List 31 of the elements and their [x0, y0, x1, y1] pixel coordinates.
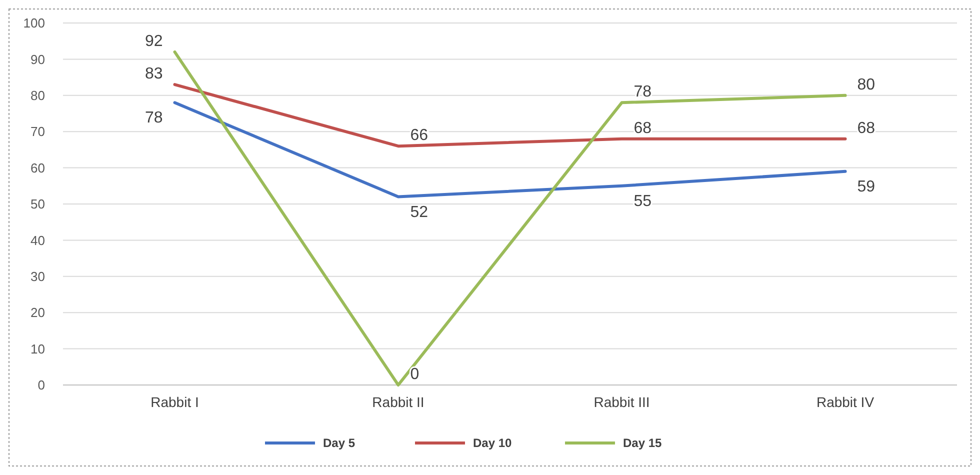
- data-label: 68: [634, 120, 652, 137]
- data-label: 80: [857, 76, 876, 94]
- y-tick-label: 20: [30, 305, 45, 320]
- data-label: 0: [410, 366, 420, 383]
- y-tick-label: 90: [30, 52, 45, 67]
- data-label: 59: [857, 178, 876, 196]
- y-tick-label: 50: [30, 196, 45, 212]
- y-tick-label: 60: [30, 160, 45, 176]
- y-tick-label: 10: [30, 341, 45, 356]
- data-label: 78: [634, 84, 652, 101]
- data-label: 78: [144, 110, 163, 127]
- y-tick-label: 70: [30, 124, 45, 140]
- y-tick-label: 30: [30, 268, 45, 284]
- data-label: 83: [144, 66, 163, 83]
- x-tick-label: Rabbit I: [150, 394, 199, 410]
- line-series: [173, 50, 847, 386]
- data-label: 68: [857, 120, 876, 137]
- data-label: 66: [410, 127, 428, 144]
- x-tick-label: Rabbit II: [372, 394, 424, 410]
- y-tick-label: 0: [38, 378, 45, 393]
- data-label: 55: [634, 192, 652, 210]
- x-tick-label: Rabbit III: [594, 394, 650, 410]
- x-tick-label: Rabbit IV: [816, 394, 875, 410]
- y-tick-label: 100: [23, 16, 45, 31]
- legend-label: Day 10: [473, 436, 512, 450]
- y-tick-label: 80: [30, 88, 45, 103]
- legend-label: Day 15: [623, 436, 662, 450]
- legend-label: Day 5: [323, 436, 356, 450]
- data-label: 92: [144, 32, 163, 50]
- data-label: 52: [410, 204, 428, 221]
- y-tick-label: 40: [30, 232, 45, 248]
